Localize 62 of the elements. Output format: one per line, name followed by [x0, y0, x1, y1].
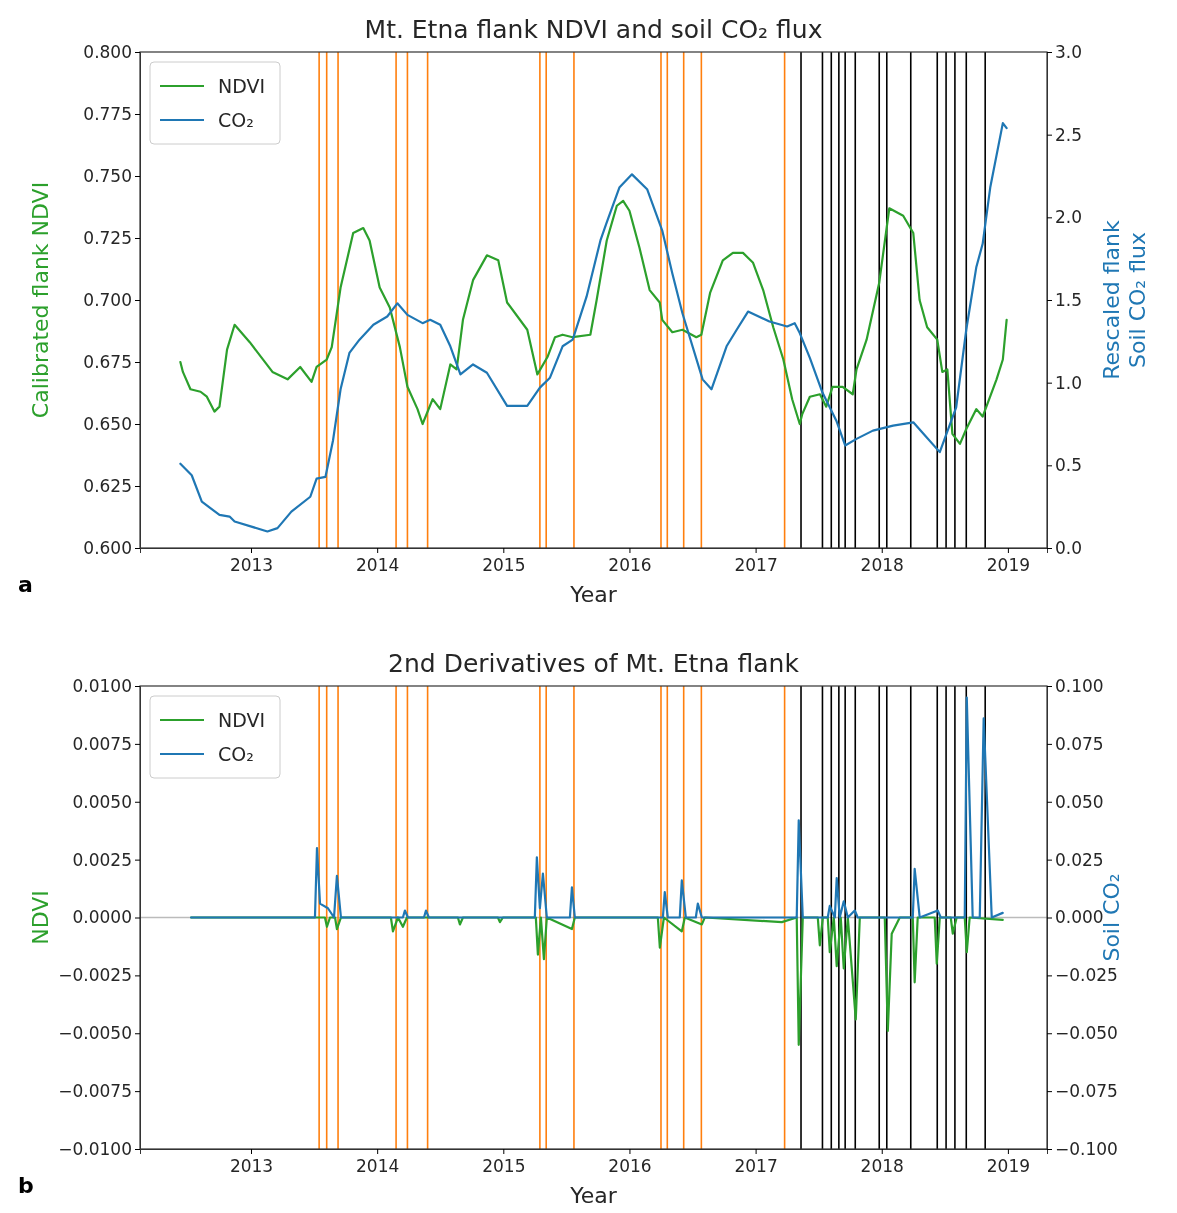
- line-series: [189, 696, 1004, 919]
- x-tick-label: 2019: [986, 555, 1031, 576]
- x-tick-label: 2016: [608, 1156, 652, 1177]
- x-tick-label: 2019: [986, 1156, 1031, 1177]
- x-tick-label: 2013: [229, 555, 274, 576]
- y-tick-label: 0.800: [83, 41, 132, 62]
- y2-tick-label: 0.075: [1055, 733, 1104, 754]
- y2-tick-label: −0.050: [1055, 1023, 1118, 1044]
- y2-tick-label: −0.025: [1055, 965, 1118, 986]
- legend-label: NDVI: [218, 75, 266, 97]
- y2-tick-label: 0.100: [1055, 675, 1104, 696]
- y2-tick-label: 0.0: [1055, 537, 1083, 558]
- x-tick-label: 2014: [356, 1156, 400, 1177]
- y-tick-label: 0.625: [83, 475, 132, 496]
- legend-label: CO₂: [218, 109, 254, 131]
- legend-label: CO₂: [218, 743, 254, 765]
- y-tick-label: 0.650: [83, 413, 132, 434]
- text: b: [18, 1173, 34, 1198]
- y2-tick-label: −0.100: [1055, 1138, 1118, 1159]
- y-tick-label: 0.750: [83, 165, 132, 186]
- y2-tick-label: 1.5: [1055, 289, 1083, 310]
- y-axis-title: NDVI: [28, 890, 53, 945]
- y-axis-title: Calibrated flank NDVI: [28, 181, 53, 419]
- chart-title: Mt. Etna flank NDVI and soil CO₂ flux: [364, 15, 823, 44]
- x-tick-label: 2015: [482, 1156, 526, 1177]
- y2-tick-label: 2.0: [1055, 207, 1083, 228]
- y-tick-label: 0.0050: [72, 791, 132, 812]
- x-tick-label: 2014: [356, 555, 400, 576]
- x-tick-label: 2016: [608, 555, 652, 576]
- y-tick-label: 0.0025: [72, 849, 132, 870]
- y-tick-label: 0.0100: [72, 675, 132, 696]
- y-tick-label: 0.0000: [72, 907, 132, 928]
- y2-tick-label: 3.0: [1055, 41, 1083, 62]
- y-tick-label: −0.0075: [58, 1081, 132, 1102]
- y-tick-label: −0.0050: [58, 1023, 132, 1044]
- legend-label: NDVI: [218, 709, 266, 731]
- chart-title: 2nd Derivatives of Mt. Etna flank: [388, 649, 800, 678]
- text: a: [18, 572, 33, 597]
- y-tick-label: 0.675: [83, 351, 132, 372]
- x-tick-label: 2017: [734, 1156, 778, 1177]
- y2-tick-label: 1.0: [1055, 372, 1083, 393]
- x-tick-label: 2018: [860, 1156, 904, 1177]
- y-tick-label: 0.775: [83, 103, 132, 124]
- y2-tick-label: 0.050: [1055, 791, 1104, 812]
- y2-tick-label: 2.5: [1055, 124, 1083, 145]
- y2-tick-label: 0.5: [1055, 455, 1083, 476]
- y2-tick-label: −0.075: [1055, 1081, 1118, 1102]
- y-tick-label: −0.0025: [58, 965, 132, 986]
- x-axis-title: Year: [569, 1183, 618, 1208]
- y-tick-label: 0.725: [83, 227, 132, 248]
- y2-tick-label: 0.025: [1055, 849, 1104, 870]
- y-tick-label: 0.0075: [72, 733, 132, 754]
- x-tick-label: 2015: [482, 555, 526, 576]
- x-axis-title: Year: [569, 582, 618, 607]
- x-tick-label: 2013: [229, 1156, 274, 1177]
- y-tick-label: −0.0100: [58, 1138, 132, 1159]
- y2-axis-title: Rescaled flank Soil CO₂ flux: [1099, 219, 1150, 380]
- line-series: [179, 199, 1008, 445]
- y-tick-label: 0.600: [83, 537, 132, 558]
- y-tick-label: 0.700: [83, 289, 132, 310]
- x-tick-label: 2018: [860, 555, 904, 576]
- x-tick-label: 2017: [734, 555, 778, 576]
